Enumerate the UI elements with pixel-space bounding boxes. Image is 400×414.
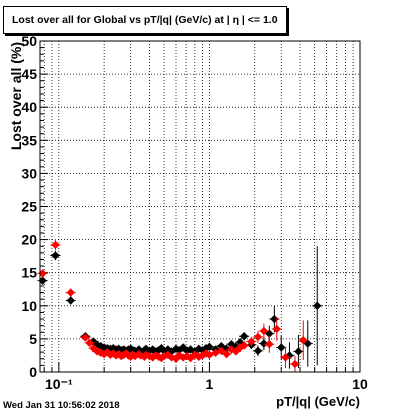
data-points [37, 239, 323, 372]
data-point [51, 240, 60, 250]
data-point [277, 343, 286, 352]
y-tick-label: 5 [29, 331, 37, 347]
y-axis-label: Lost over all (%) [8, 42, 24, 150]
data-point [179, 353, 188, 362]
axes: 0 5 10 15 20 25 30 35 40 45 50 10⁻¹ 1 10 [21, 33, 368, 392]
data-point [99, 349, 109, 359]
data-point [157, 343, 166, 353]
timestamp-footer: Wed Jan 31 10:56:02 2018 [3, 400, 120, 411]
data-point [272, 324, 281, 334]
data-point [51, 251, 60, 260]
data-point [253, 346, 263, 356]
data-point [222, 349, 231, 359]
data-point [81, 333, 90, 342]
chart-title: Lost over all for Global vs pT/|q| (GeV/… [3, 6, 287, 34]
y-tick-label: 10 [21, 298, 37, 314]
y-tick-label: 35 [21, 132, 37, 148]
data-point [217, 346, 226, 356]
data-point [247, 337, 256, 346]
series-black [37, 246, 323, 369]
data-point [239, 341, 249, 350]
data-point [281, 353, 290, 362]
data-point [294, 347, 303, 356]
data-point [259, 339, 269, 348]
data-point [85, 338, 94, 348]
data-point [66, 296, 75, 305]
y-tick-label: 50 [21, 33, 37, 49]
data-point [205, 342, 214, 352]
data-point [66, 288, 75, 297]
y-tick-label: 40 [21, 99, 37, 115]
data-point [201, 343, 211, 353]
data-point [270, 314, 279, 324]
plot-frame [39, 40, 361, 373]
y-tick-label: 20 [21, 232, 37, 248]
data-point [265, 339, 274, 349]
x-tick-label: 10⁻¹ [45, 376, 73, 392]
y-tick-label: 30 [21, 165, 37, 181]
data-point [313, 301, 322, 310]
series-red [37, 239, 309, 372]
data-point [259, 326, 269, 336]
grid [40, 41, 360, 372]
data-point [96, 348, 105, 358]
data-point [290, 359, 300, 369]
x-tick-label: 1 [206, 376, 214, 392]
y-tick-label: 25 [21, 199, 37, 215]
data-point [299, 336, 308, 345]
data-point [253, 332, 263, 342]
y-tick-label: 15 [21, 265, 37, 281]
x-tick-label: 10 [352, 376, 368, 392]
data-point [93, 347, 102, 356]
x-axis-label: pT/|q| (GeV/c) [276, 394, 360, 409]
data-point [239, 332, 249, 341]
data-point [201, 349, 211, 358]
y-tick-label: 45 [21, 66, 37, 82]
y-tick-label: 0 [29, 364, 37, 380]
